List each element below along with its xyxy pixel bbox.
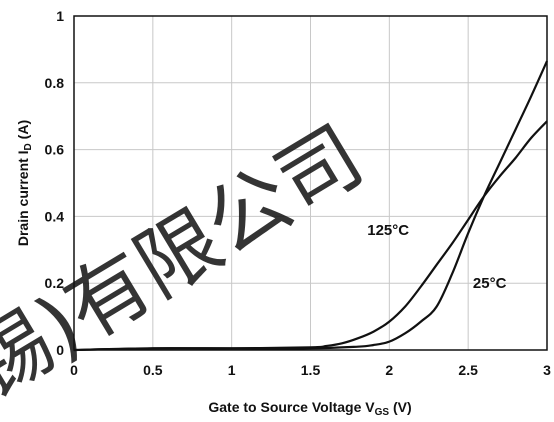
x-tick-label: 2.5 — [458, 362, 478, 378]
y-axis-label: Drain current ID (A) — [15, 120, 34, 246]
x-tick-label: 1 — [228, 362, 236, 378]
y-tick-label: 1 — [56, 8, 64, 24]
y-tick-label: 0.2 — [45, 275, 65, 291]
annotations: 125°C 25°C — [367, 222, 506, 292]
plot-frame — [73, 15, 548, 351]
y-tick-label: 0.4 — [45, 208, 65, 224]
series-lines — [73, 60, 549, 352]
y-axis-label-subscript: D — [23, 143, 34, 150]
x-tick-label: 1.5 — [301, 362, 321, 378]
series-line-1 — [73, 60, 549, 352]
x-axis-label-subscript: GS — [375, 407, 390, 418]
x-tick-label: 3 — [543, 362, 551, 378]
x-axis-label-unit: (V) — [389, 399, 412, 415]
y-axis-label-unit: (A) — [15, 120, 31, 143]
y-tick-label: 0.6 — [45, 142, 65, 158]
y-tick-label: 0 — [56, 342, 64, 358]
annotation-label: 25°C — [473, 275, 507, 292]
x-tick-labels: 0 0.5 1 1.5 2 2.5 3 — [70, 362, 551, 378]
y-tick-label: 0.8 — [45, 75, 65, 91]
x-tick-label: 0.5 — [143, 362, 163, 378]
x-tick-label: 0 — [70, 362, 78, 378]
annotation-label: 125°C — [367, 222, 409, 239]
x-axis-label: Gate to Source Voltage VGS (V) — [208, 399, 411, 418]
y-tick-labels: 0 0.2 0.4 0.6 0.8 1 — [45, 8, 65, 358]
x-tick-label: 2 — [385, 362, 393, 378]
